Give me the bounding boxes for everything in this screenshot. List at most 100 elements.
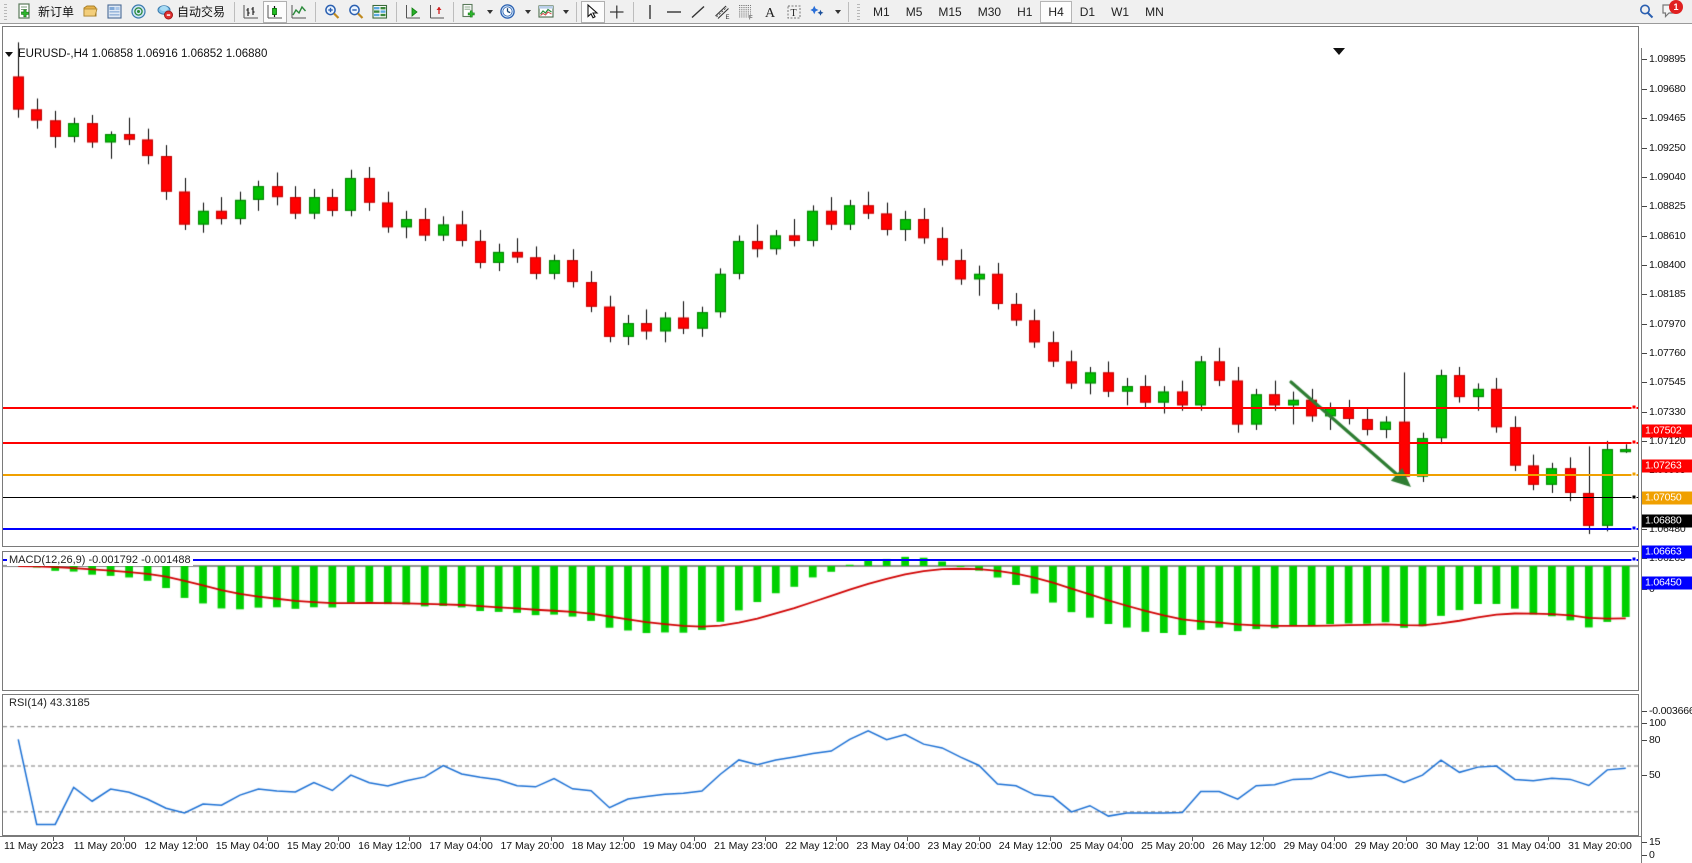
price-line-support-2[interactable] — [3, 559, 1638, 561]
time-axis-tick — [551, 837, 553, 841]
chevron-down-icon — [835, 9, 842, 14]
chart-shift-icon — [428, 3, 446, 21]
timeframe-M30[interactable]: M30 — [977, 4, 1002, 19]
text-button[interactable]: A — [758, 1, 782, 23]
time-axis-label: 11 May 2023 — [4, 840, 64, 852]
chart-area[interactable]: EURUSD-,H4 1.06858 1.06916 1.06852 1.068… — [0, 24, 1692, 863]
price-line-handle-support-2[interactable] — [1631, 556, 1637, 562]
price-line-current-price[interactable] — [3, 497, 1638, 498]
price-line-handle-support-1[interactable] — [1631, 525, 1637, 531]
time-axis-label: 25 May 04:00 — [1069, 840, 1134, 852]
timeframe-H4[interactable]: H4 — [1040, 0, 1072, 23]
notification-icon[interactable]: 1 — [1658, 0, 1683, 23]
time-axis-label: 17 May 04:00 — [429, 840, 493, 852]
autotrading-button[interactable]: 自动交易 — [151, 1, 230, 23]
macd-tick — [1642, 589, 1647, 590]
equidistant-channel-button[interactable]: E — [710, 1, 734, 23]
auto-scroll-button[interactable] — [401, 1, 425, 23]
time-axis-tick — [409, 837, 411, 841]
indicators-button[interactable] — [458, 1, 482, 23]
price-line-resistance-1[interactable] — [3, 407, 1638, 409]
price-tick-label: 1.07120 — [1649, 434, 1686, 447]
price-tag-support-1[interactable]: 1.06663 — [1642, 545, 1692, 559]
templates-button[interactable] — [534, 1, 558, 23]
periods-button-dropdown[interactable] — [520, 1, 534, 23]
price-line-support-1[interactable] — [3, 528, 1638, 530]
label-button[interactable]: T — [782, 1, 806, 23]
expert-advisors-button[interactable] — [79, 1, 103, 23]
timeframe-M5[interactable]: M5 — [905, 4, 923, 19]
horizontal-line-button[interactable] — [662, 1, 686, 23]
trendline-icon — [689, 3, 707, 21]
price-line-handle-pivot[interactable] — [1631, 471, 1637, 477]
line-chart-button[interactable] — [287, 1, 311, 23]
zoom-in-button[interactable] — [320, 1, 344, 23]
rsi-tick — [1642, 775, 1647, 776]
shapes-button[interactable] — [806, 1, 830, 23]
price-tag-resistance-2[interactable]: 1.07263 — [1642, 459, 1692, 473]
macd-pane[interactable]: MACD(12,26,9) -0.001792 -0.001488 — [2, 551, 1639, 691]
timeframe-M15[interactable]: M15 — [938, 4, 962, 19]
rsi-pane[interactable]: RSI(14) 43.3185 — [2, 694, 1639, 836]
clock-icon — [499, 3, 517, 21]
vertical-line-button[interactable] — [638, 1, 662, 23]
price-tick-label: 1.08610 — [1649, 229, 1686, 242]
price-line-resistance-2[interactable] — [3, 442, 1638, 444]
chart-dropdown-icon[interactable] — [5, 52, 13, 57]
price-tick-label: 1.09040 — [1649, 170, 1686, 183]
zoom-out-button[interactable] — [344, 1, 368, 23]
trendline-button[interactable] — [686, 1, 710, 23]
crosshair-button[interactable] — [605, 1, 629, 23]
periods-button[interactable] — [496, 1, 520, 23]
time-axis-tick — [1263, 837, 1265, 841]
timeframe-H1[interactable]: H1 — [1017, 4, 1033, 19]
cursor-button[interactable] — [581, 0, 606, 23]
search-icon[interactable] — [1635, 1, 1658, 23]
price-line-handle-current-price[interactable] — [1631, 494, 1637, 500]
price-tick-label: 1.07760 — [1649, 346, 1686, 359]
price-tag-support-2[interactable]: 1.06450 — [1642, 576, 1692, 590]
chart-shift-button[interactable] — [425, 1, 449, 23]
toolbar-grip[interactable] — [856, 2, 864, 21]
text-icon: A — [761, 3, 779, 21]
market-watch-button[interactable] — [103, 1, 127, 23]
timeframe-M1[interactable]: M1 — [873, 4, 890, 19]
timeframe-W1[interactable]: W1 — [1111, 4, 1130, 19]
price-axis[interactable]: 1.09895 1.09680 1.09465 1.09250 1.09040 1.088… — [1641, 48, 1692, 863]
toolbar-separator — [576, 1, 578, 22]
time-axis-label: 24 May 12:00 — [998, 840, 1063, 852]
candlestick-chart-button[interactable] — [263, 0, 288, 23]
rsi-tick-label: 50 — [1649, 769, 1661, 781]
price-line-pivot[interactable] — [3, 474, 1638, 476]
price-tick-label: 1.08400 — [1649, 258, 1686, 271]
price-tag-pivot[interactable]: 1.07050 — [1642, 491, 1692, 505]
time-axis-label: 15 May 20:00 — [286, 840, 351, 852]
navigator-button[interactable] — [127, 1, 151, 23]
templates-button-dropdown[interactable] — [558, 1, 572, 23]
price-pane[interactable] — [2, 26, 1639, 562]
price-tick — [1642, 294, 1647, 296]
price-line-handle-resistance-2[interactable] — [1631, 439, 1637, 445]
toolbar-separator — [234, 1, 236, 22]
rsi-tick-label: 100 — [1649, 717, 1666, 729]
time-axis-label: 30 May 12:00 — [1425, 840, 1490, 852]
price-tag-current-price[interactable]: 1.06880 — [1642, 514, 1692, 528]
time-axis-label: 21 May 23:00 — [713, 840, 778, 852]
timeframe-D1[interactable]: D1 — [1079, 4, 1096, 19]
price-line-handle-resistance-1[interactable] — [1631, 404, 1637, 410]
data-window-button[interactable] — [368, 1, 392, 23]
bar-chart-button[interactable] — [239, 1, 263, 23]
price-tick-label: 1.09895 — [1649, 53, 1686, 66]
shapes-icon — [809, 3, 827, 21]
indicators-button-dropdown[interactable] — [482, 1, 496, 23]
new-order-button[interactable]: 新订单 — [12, 1, 79, 23]
price-tag-resistance-1[interactable]: 1.07502 — [1642, 424, 1692, 438]
time-axis[interactable]: 11 May 2023 11 May 20:00 12 May 12:00 15 Ma… — [0, 836, 1641, 863]
time-axis-label: 25 May 20:00 — [1141, 840, 1205, 852]
toolbar-grip-orders[interactable] — [3, 2, 10, 21]
fibonacci-button[interactable]: F — [734, 1, 758, 23]
rsi-canvas — [3, 695, 1638, 835]
vertical-line-icon — [641, 3, 659, 21]
shapes-button-dropdown[interactable] — [830, 1, 844, 23]
timeframe-MN[interactable]: MN — [1145, 4, 1164, 19]
